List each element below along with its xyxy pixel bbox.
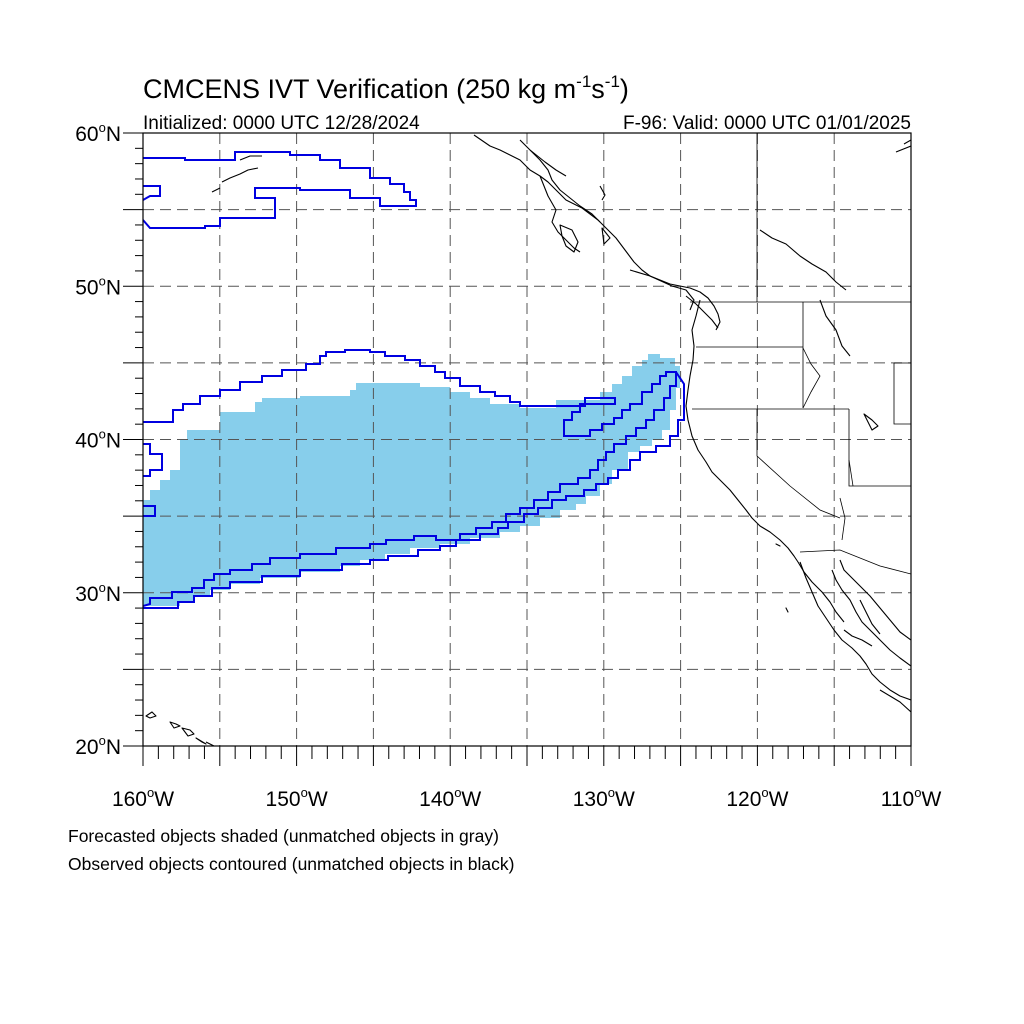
initialized-time: Initialized: 0000 UTC 12/28/2024 <box>143 113 420 134</box>
observed-contour-northwest-fragment <box>143 185 161 201</box>
lon-tick-label: 140oW <box>419 785 481 811</box>
longitude-labels: 160oW 150oW 140oW 130oW 120oW 110oW <box>112 785 942 811</box>
lat-tick-label: 50oN <box>75 273 121 299</box>
axis-ticks <box>123 132 912 766</box>
observed-contour-main <box>143 349 677 607</box>
observed-contour-south-edge <box>143 371 685 609</box>
lat-tick-label: 60oN <box>75 120 121 146</box>
forecast-object-shaded <box>143 354 680 606</box>
lon-tick-label: 150oW <box>266 785 328 811</box>
lon-tick-label: 160oW <box>112 785 174 811</box>
lat-tick-label: 20oN <box>75 733 121 759</box>
latitude-labels: 60oN 50oN 40oN 30oN 20oN <box>75 120 121 759</box>
observed-contour-west-fragment-2 <box>143 505 156 517</box>
observed-object-contours <box>143 151 685 609</box>
lon-tick-label: 110oW <box>881 785 942 811</box>
coastlines <box>145 134 911 746</box>
observed-contour-north <box>143 151 417 229</box>
lat-tick-label: 40oN <box>75 427 121 453</box>
figure-title: CMCENS IVT Verification (250 kg m-1s-1) <box>143 72 629 104</box>
map-plot-area <box>143 133 911 746</box>
observed-contour-west-fragment <box>143 443 163 477</box>
lon-tick-label: 130oW <box>573 785 635 811</box>
valid-time: F-96: Valid: 0000 UTC 01/01/2025 <box>623 113 911 134</box>
footer-forecast-note: Forecasted objects shaded (unmatched obj… <box>68 826 499 846</box>
political-boundaries <box>690 133 911 575</box>
lon-tick-label: 120oW <box>726 785 788 811</box>
lat-lon-grid <box>143 133 911 746</box>
footer-observed-note: Observed objects contoured (unmatched ob… <box>68 854 515 874</box>
lat-tick-label: 30oN <box>75 580 121 606</box>
